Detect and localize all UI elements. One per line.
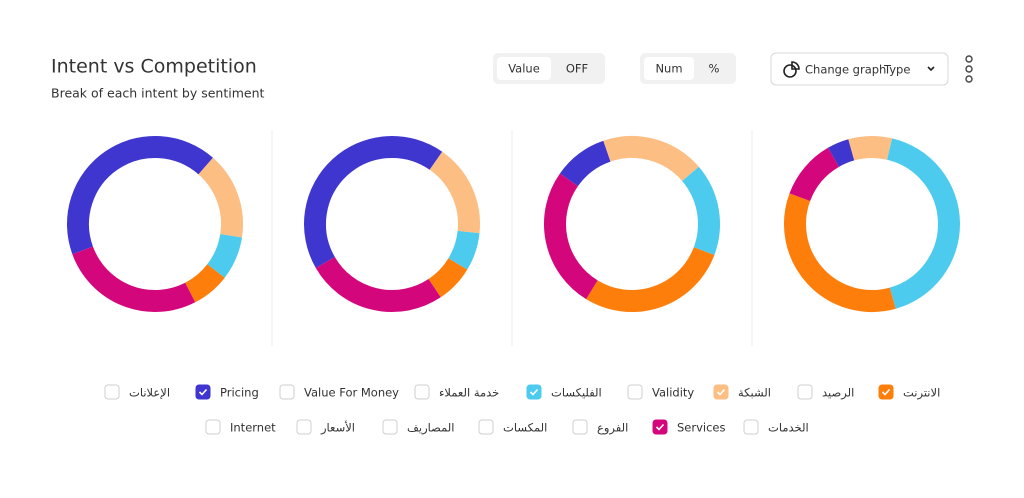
check-mark — [716, 388, 726, 396]
toggle-selected — [644, 57, 694, 80]
legend-label[interactable]: الرصيد — [822, 386, 854, 401]
dropdown[interactable] — [770, 52, 949, 86]
legend-label[interactable]: الفروع — [597, 421, 628, 436]
chart-icon — [783, 61, 800, 78]
checkbox[interactable] — [279, 384, 295, 400]
check-mark — [529, 388, 539, 396]
donut-segment — [789, 147, 840, 202]
legend-label[interactable]: خدمة العملاء — [439, 386, 499, 400]
toggle-option[interactable]: OFF — [566, 62, 588, 76]
donut-segment — [784, 193, 896, 312]
checkbox[interactable] — [652, 419, 668, 435]
legend-label[interactable]: Internet — [230, 421, 276, 435]
legend-label[interactable]: Services — [677, 421, 726, 435]
subtitle: Break of each intent by sentiment — [51, 86, 265, 101]
donut-segment — [429, 151, 480, 234]
checkbox[interactable] — [382, 419, 398, 435]
toggle-option[interactable]: Num — [655, 62, 682, 76]
donut-segment — [448, 230, 480, 270]
toggle-option[interactable]: Value — [508, 62, 540, 76]
donut-segment — [603, 136, 699, 182]
title: Intent vs Competition — [51, 56, 257, 78]
checkbox[interactable] — [713, 384, 729, 400]
donut-segment — [886, 138, 960, 309]
dropdown-label: Change graph — [805, 63, 886, 77]
checkbox[interactable] — [878, 384, 894, 400]
donut-segment — [586, 246, 715, 312]
legend-label[interactable]: الخدمات — [768, 421, 809, 435]
legend-label[interactable]: الإعلانات — [129, 386, 170, 400]
donut-segment — [184, 263, 225, 303]
chevron — [927, 66, 935, 72]
toggle-option[interactable]: % — [709, 62, 720, 76]
checkbox[interactable] — [414, 384, 430, 400]
donut-segment — [67, 136, 213, 255]
donut-segment — [72, 246, 196, 312]
legend-label[interactable]: Value For Money — [304, 386, 399, 400]
donut-segment — [428, 257, 468, 298]
checkbox[interactable] — [104, 384, 120, 400]
checkbox[interactable] — [478, 419, 494, 435]
check-mark — [198, 388, 208, 396]
check-mark — [655, 423, 665, 431]
donut-segment — [559, 140, 611, 187]
legend-label[interactable]: الأسعار — [320, 421, 355, 436]
checkbox[interactable] — [627, 384, 643, 400]
donut-segment — [828, 139, 855, 168]
donut-segment — [304, 136, 443, 268]
checkbox[interactable] — [526, 384, 542, 400]
donut-segment — [544, 173, 598, 300]
checkbox[interactable] — [797, 384, 813, 400]
donut-segment — [315, 256, 441, 312]
toggle-selected — [497, 57, 551, 80]
legend-label[interactable]: الشبكة — [738, 386, 771, 400]
menu[interactable] — [965, 55, 973, 83]
checkbox[interactable] — [572, 419, 588, 435]
legend-label[interactable]: Pricing — [220, 386, 259, 400]
legend-label[interactable]: Validity — [652, 386, 694, 400]
checkbox[interactable] — [743, 419, 759, 435]
dropdown-value: Type — [883, 63, 910, 77]
check-mark — [881, 388, 891, 396]
donut-segment — [198, 157, 243, 238]
legend-label[interactable]: الفليكسات — [551, 386, 602, 400]
checkbox[interactable] — [296, 419, 312, 435]
checkbox[interactable] — [205, 419, 221, 435]
donut-segment — [848, 136, 893, 161]
legend-label[interactable]: المكسات — [503, 421, 547, 435]
donut-segment — [207, 233, 242, 278]
legend-label[interactable]: المصاريف — [407, 421, 454, 436]
donut-segment — [681, 166, 720, 255]
checkbox[interactable] — [195, 384, 211, 400]
legend-label[interactable]: الانترنت — [903, 386, 940, 401]
